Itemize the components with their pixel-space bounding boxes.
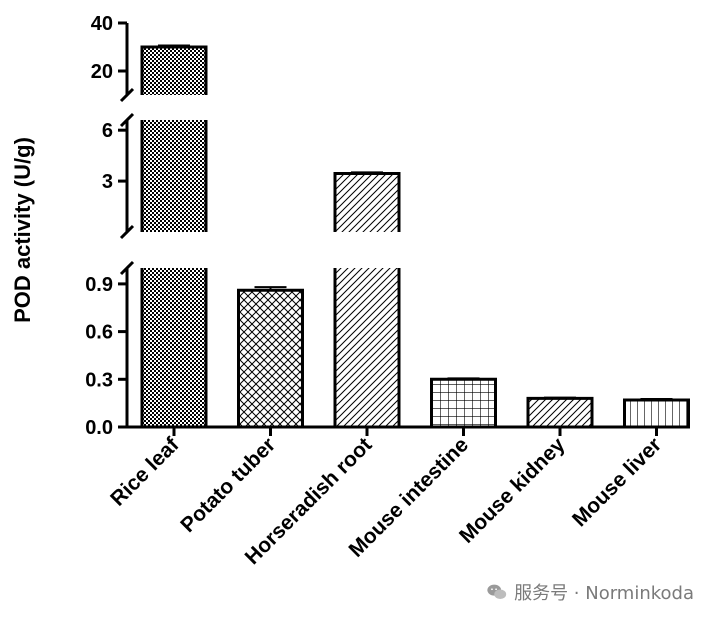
y-axis-segment: 36 bbox=[102, 120, 129, 232]
y-tick-label: 20 bbox=[91, 61, 113, 83]
axis-break-mark bbox=[119, 260, 135, 276]
wechat-icon bbox=[487, 584, 507, 600]
bar-segment bbox=[335, 268, 399, 427]
bar-mouse-liver bbox=[623, 398, 690, 427]
x-tick-label: Mouse liver bbox=[568, 433, 666, 531]
y-tick-label: 0.9 bbox=[85, 274, 113, 296]
y-tick-label: 6 bbox=[102, 120, 113, 142]
y-tick-label: 0.3 bbox=[85, 369, 113, 391]
axis-break-mark bbox=[119, 87, 135, 103]
y-axis-segment: 0.0 0.3 0.6 0.9 bbox=[85, 268, 129, 439]
bar-segment bbox=[431, 379, 496, 427]
y-tick-label: 0.0 bbox=[85, 417, 113, 439]
error-bar bbox=[254, 286, 287, 291]
bar-segment bbox=[142, 268, 206, 427]
bar-segment bbox=[528, 398, 592, 427]
x-tick-label: Rice leaf bbox=[106, 433, 184, 511]
bar-mouse-intestine bbox=[430, 377, 497, 427]
bar-segment bbox=[142, 47, 206, 95]
bar-segment bbox=[238, 290, 303, 427]
error-bar bbox=[158, 44, 190, 47]
bar-segment bbox=[624, 399, 689, 427]
y-axis-label: POD activity (U/g) bbox=[10, 137, 35, 323]
bar-mouse-kidney bbox=[526, 396, 594, 427]
error-bar bbox=[544, 396, 576, 399]
y-tick-label: 3 bbox=[102, 171, 113, 193]
axis-break-mark bbox=[119, 112, 135, 128]
y-tick-label: 40 bbox=[91, 13, 113, 35]
bar-segment bbox=[335, 173, 399, 232]
watermark-text: 服务号 · Norminkoda bbox=[514, 583, 694, 604]
error-bar bbox=[351, 171, 383, 174]
x-tick-label: Potato tuber bbox=[176, 433, 280, 537]
bar-rice-leaf bbox=[140, 44, 208, 427]
bar-segment bbox=[142, 120, 206, 232]
axis-break-mark bbox=[119, 224, 135, 240]
y-tick-label: 0.6 bbox=[85, 322, 113, 344]
error-bar bbox=[640, 398, 673, 401]
bar-potato-tuber bbox=[237, 286, 304, 427]
bar-horseradish-root bbox=[333, 171, 401, 427]
error-bar bbox=[447, 377, 480, 380]
watermark: 服务号 · Norminkoda bbox=[486, 579, 694, 605]
